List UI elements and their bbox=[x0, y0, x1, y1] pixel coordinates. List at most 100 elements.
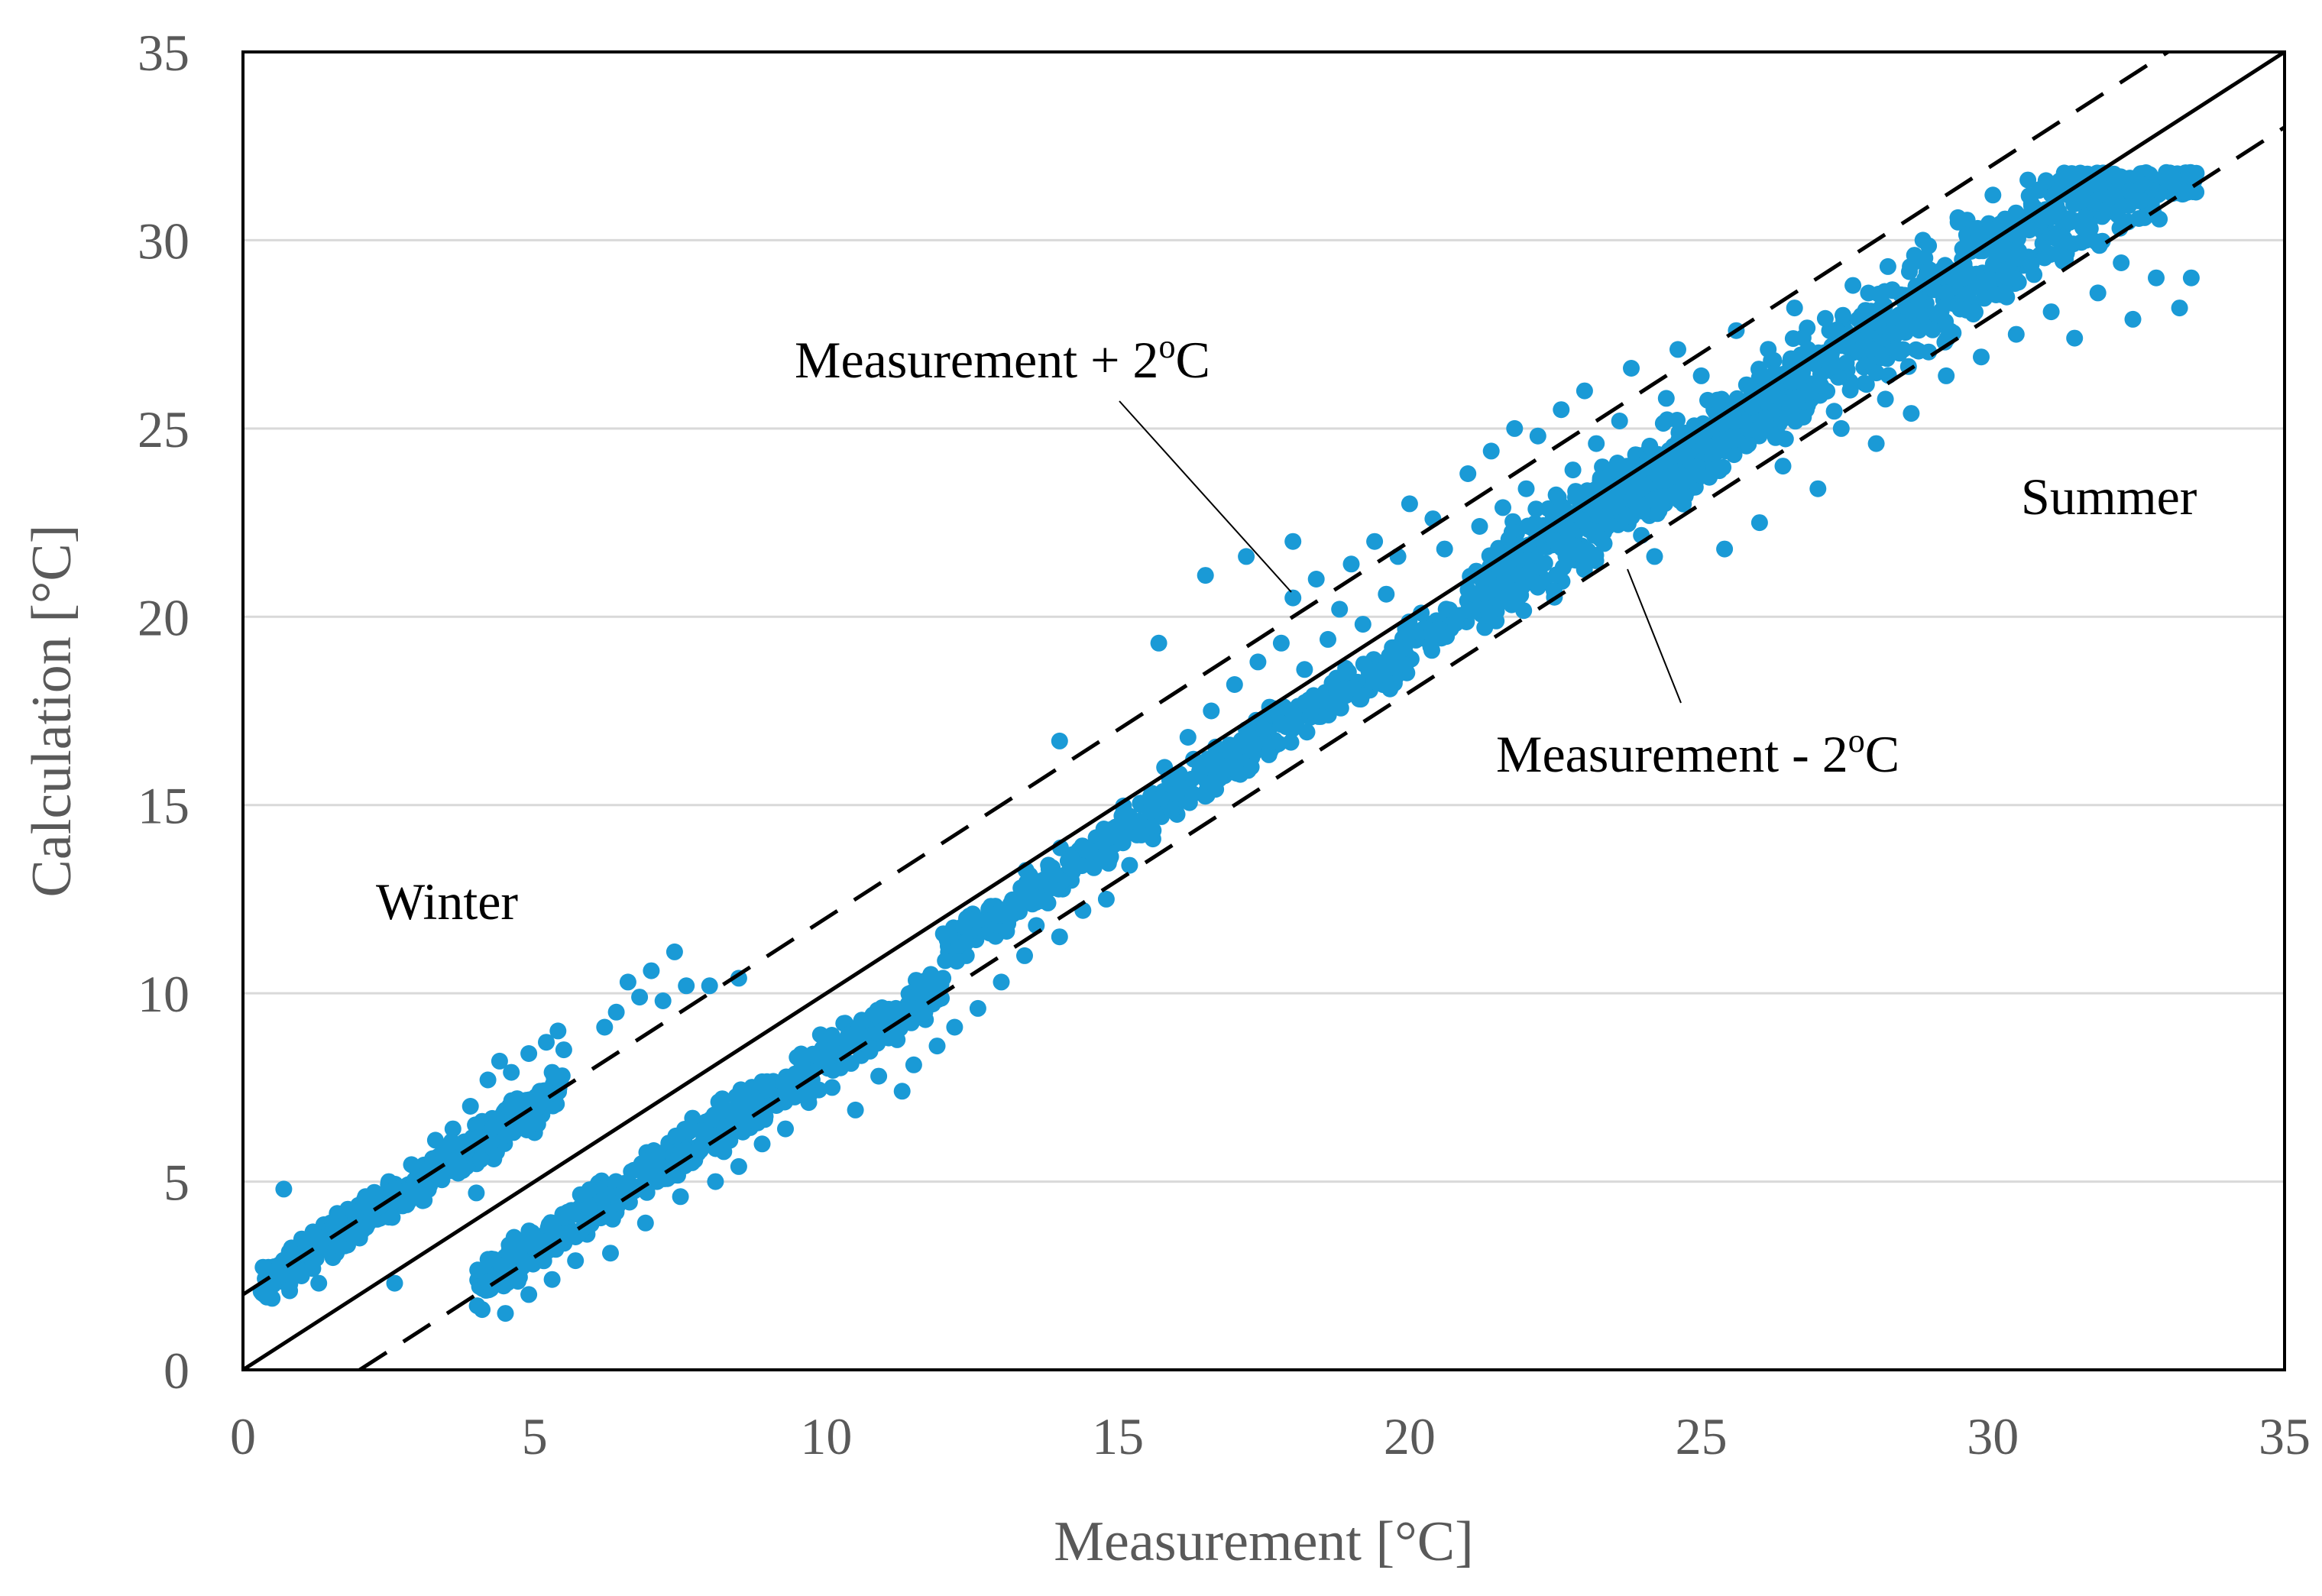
data-point bbox=[1285, 719, 1303, 736]
data-point bbox=[1588, 435, 1605, 452]
data-point bbox=[1907, 253, 1925, 270]
data-point bbox=[640, 1151, 657, 1169]
data-point bbox=[2148, 269, 2165, 287]
data-point bbox=[1786, 299, 1803, 317]
data-point bbox=[955, 918, 973, 935]
data-point bbox=[330, 1237, 348, 1254]
data-point bbox=[2094, 164, 2112, 182]
data-point bbox=[553, 1067, 571, 1085]
data-point bbox=[656, 1170, 673, 1187]
y-tick-label-15: 15 bbox=[138, 777, 189, 835]
data-point bbox=[1576, 382, 1593, 400]
data-point bbox=[1475, 585, 1493, 603]
data-point bbox=[2103, 188, 2120, 206]
data-point bbox=[993, 973, 1010, 991]
data-point bbox=[870, 1067, 888, 1085]
data-point bbox=[1646, 548, 1663, 565]
data-point bbox=[2183, 169, 2201, 186]
data-point bbox=[969, 999, 986, 1017]
data-point bbox=[2133, 192, 2150, 209]
data-point bbox=[2061, 213, 2079, 230]
data-point bbox=[2037, 172, 2055, 189]
data-point bbox=[503, 1063, 520, 1081]
data-point bbox=[1249, 653, 1267, 671]
x-tick-label-25: 25 bbox=[1676, 1407, 1728, 1465]
data-point bbox=[1984, 186, 2002, 204]
data-point bbox=[2042, 303, 2060, 321]
data-point bbox=[1051, 732, 1068, 749]
data-point bbox=[1832, 419, 1850, 437]
y-axis-ticks: 0 5 10 15 20 25 30 35 bbox=[138, 24, 189, 1400]
data-point bbox=[1284, 589, 1302, 607]
x-tick-label-30: 30 bbox=[1967, 1407, 2019, 1465]
data-point bbox=[1016, 947, 1033, 964]
data-point bbox=[1298, 724, 1316, 741]
lower-line-leader bbox=[1627, 568, 1682, 704]
data-point bbox=[1559, 543, 1576, 561]
data-point bbox=[479, 1071, 497, 1089]
data-point bbox=[261, 1273, 278, 1290]
data-point bbox=[2066, 329, 2084, 347]
data-point bbox=[1360, 662, 1378, 680]
data-point bbox=[1563, 521, 1580, 539]
data-point bbox=[619, 973, 636, 991]
data-point bbox=[310, 1274, 328, 1292]
upper-line-leader bbox=[1119, 400, 1292, 593]
data-point bbox=[1936, 333, 1954, 351]
data-point bbox=[2055, 164, 2073, 182]
data-point bbox=[1081, 843, 1099, 860]
x-tick-label-10: 10 bbox=[800, 1407, 852, 1465]
data-point bbox=[1937, 313, 1954, 330]
data-point bbox=[1669, 341, 1686, 358]
data-point bbox=[893, 1083, 911, 1100]
data-point bbox=[518, 1122, 536, 1138]
data-point bbox=[510, 1247, 528, 1264]
upper-bound-line bbox=[241, 50, 2169, 1297]
data-point bbox=[503, 1092, 520, 1109]
data-point bbox=[1197, 567, 1214, 584]
data-point bbox=[528, 1230, 546, 1248]
data-point bbox=[1748, 422, 1766, 439]
data-point bbox=[1971, 274, 1989, 291]
data-point bbox=[969, 912, 986, 929]
data-point bbox=[1660, 469, 1677, 487]
data-point bbox=[1857, 376, 1875, 393]
data-point bbox=[1184, 785, 1202, 803]
data-point bbox=[1011, 895, 1028, 912]
summer-label: Summer bbox=[2021, 468, 2197, 526]
data-points bbox=[252, 163, 2205, 1322]
data-point bbox=[444, 1120, 461, 1138]
data-point bbox=[1381, 680, 1399, 698]
data-point bbox=[957, 934, 975, 951]
data-point bbox=[1788, 389, 1805, 406]
data-point bbox=[581, 1199, 598, 1216]
data-point bbox=[1102, 848, 1119, 866]
data-point bbox=[602, 1245, 619, 1262]
data-point bbox=[1331, 601, 1349, 618]
data-point bbox=[847, 1101, 864, 1118]
data-point bbox=[1203, 774, 1221, 791]
data-point bbox=[1841, 381, 1859, 399]
data-point bbox=[1143, 798, 1161, 815]
data-point bbox=[695, 1127, 713, 1144]
data-point bbox=[1677, 448, 1695, 465]
data-point bbox=[1650, 492, 1667, 510]
x-axis-title: Measurement [°C] bbox=[1054, 1510, 1473, 1573]
data-point bbox=[1150, 634, 1167, 652]
data-point bbox=[937, 952, 954, 970]
data-point bbox=[1949, 213, 1967, 231]
data-point bbox=[1307, 571, 1325, 588]
y-tick-label-0: 0 bbox=[164, 1342, 189, 1400]
data-point bbox=[1540, 500, 1557, 517]
data-point bbox=[1657, 390, 1675, 407]
data-point bbox=[1984, 255, 2002, 273]
data-point bbox=[1855, 331, 1873, 348]
data-point bbox=[1203, 702, 1220, 720]
data-point bbox=[1491, 561, 1508, 578]
data-point bbox=[449, 1151, 467, 1168]
data-point bbox=[1579, 552, 1597, 569]
data-point bbox=[2004, 250, 2022, 267]
data-point bbox=[1997, 210, 2014, 228]
data-point bbox=[2055, 248, 2073, 266]
data-point bbox=[1132, 826, 1150, 843]
